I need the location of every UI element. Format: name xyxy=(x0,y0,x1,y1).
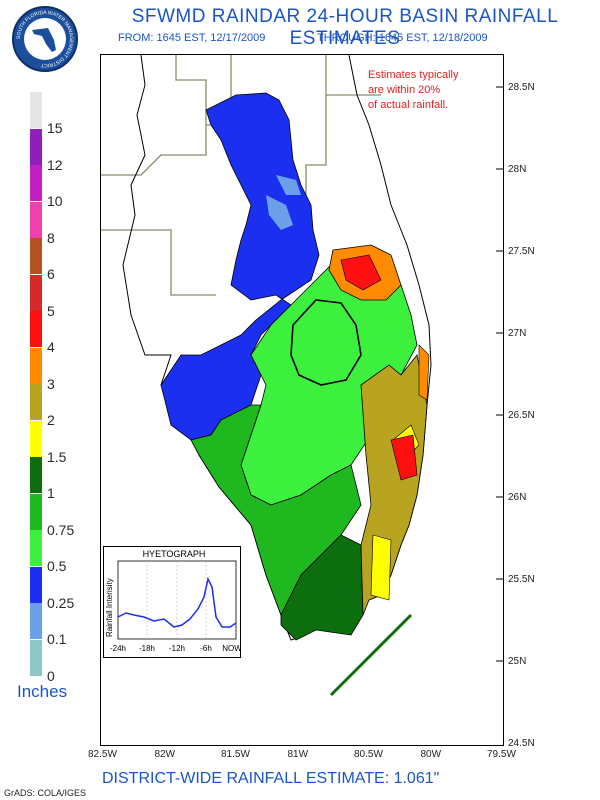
scale-label: 4 xyxy=(47,339,55,355)
scale-label: 0.25 xyxy=(47,594,75,611)
hyetograph-inset: HYETOGRAPH Rainfall Intensity -24h -18h … xyxy=(103,546,242,658)
note-line-3: of actual rainfall. xyxy=(368,99,449,111)
scale-swatch xyxy=(30,92,42,128)
scale-swatch xyxy=(30,165,42,201)
scale-label: 10 xyxy=(47,193,63,209)
latitude-label: 26N xyxy=(508,492,527,503)
latitude-label: 27N xyxy=(508,328,527,339)
scale-label: 0 xyxy=(47,667,55,684)
scale-swatch xyxy=(30,603,42,639)
through-time: THROUGH: 1645 EST, 12/18/2009 xyxy=(317,32,488,44)
district-wide-estimate: DISTRICT-WIDE RAINFALL ESTIMATE: 1.061" xyxy=(102,770,440,787)
from-time: FROM: 1645 EST, 12/17/2009 xyxy=(118,32,266,44)
hyetograph-line xyxy=(117,576,237,628)
scale-label: 15 xyxy=(47,120,63,136)
hyetograph-xtick: -6h xyxy=(200,644,212,653)
scale-swatch xyxy=(30,128,42,165)
scale-swatch xyxy=(30,238,42,274)
logo-ring-text: SOUTH FLORIDA WATER MANAGEMENT DISTRICT xyxy=(16,10,74,68)
scale-label: 3 xyxy=(47,375,55,392)
hyetograph-ylabel: Rainfall Intensity xyxy=(105,578,114,637)
hyetograph-title: HYETOGRAPH xyxy=(143,549,206,559)
scale-swatch xyxy=(30,566,42,603)
scale-swatch xyxy=(30,384,42,420)
longitude-label: 82.5W xyxy=(88,749,117,760)
basin-map-svg xyxy=(101,54,503,697)
latitude-label: 28.5N xyxy=(508,82,535,93)
scale-swatch xyxy=(30,420,42,457)
note-line-2: are within 20% xyxy=(368,84,441,96)
scale-label: 0.5 xyxy=(47,558,67,574)
scale-swatch xyxy=(30,201,42,238)
scale-label: 1 xyxy=(47,485,55,501)
hyetograph-xtick: -24h xyxy=(110,644,126,653)
scale-label: 12 xyxy=(47,156,63,173)
latitude-label: 25N xyxy=(508,656,527,667)
scale-label: 0.1 xyxy=(47,631,67,647)
scale-swatch xyxy=(30,639,42,676)
scale-swatch xyxy=(30,274,42,311)
florida-map-icon xyxy=(24,18,66,60)
longitude-label: 79.5W xyxy=(487,749,516,760)
scale-label: 8 xyxy=(47,229,55,246)
longitude-label: 80.5W xyxy=(354,749,383,760)
note-line-1: Estimates typically xyxy=(368,69,459,81)
latitude-label: 25.5N xyxy=(508,574,535,585)
scale-label: 5 xyxy=(47,302,55,319)
latitude-label: 28N xyxy=(508,164,527,175)
sfwmd-logo: SOUTH FLORIDA WATER MANAGEMENT DISTRICT xyxy=(12,6,78,72)
longitude-label: 81.5W xyxy=(221,749,250,760)
longitude-label: 80W xyxy=(420,749,442,760)
page-title: SFWMD RAINDAR 24-HOUR BASIN RAINFALL EST… xyxy=(131,6,559,49)
longitude-label: 81W xyxy=(287,749,309,760)
longitude-label: 82W xyxy=(154,749,176,760)
scale-label: 2 xyxy=(47,412,55,428)
latitude-label: 26.5N xyxy=(508,410,535,421)
scale-swatch xyxy=(30,530,42,566)
grads-credit: GrADS: COLA/IGES xyxy=(4,788,87,798)
scale-unit-label: Inches xyxy=(17,682,68,701)
latitude-label: 24.5N xyxy=(508,738,535,749)
estimate-accuracy-note: Estimates typically are within 20% of ac… xyxy=(368,68,458,113)
scale-label: 1.5 xyxy=(47,448,67,465)
hyetograph-xtick: -12h xyxy=(169,644,185,653)
scale-label: 6 xyxy=(47,266,55,282)
svg-text:SOUTH FLORIDA WATER MANAGEMENT: SOUTH FLORIDA WATER MANAGEMENT DISTRICT xyxy=(16,10,74,68)
latitude-label: 27.5N xyxy=(508,246,535,257)
hyetograph-xtick: -18h xyxy=(139,644,155,653)
scale-swatch xyxy=(30,311,42,347)
scale-swatch xyxy=(30,493,42,530)
scale-label: 0.75 xyxy=(47,521,75,538)
scale-swatch xyxy=(30,347,42,384)
hyetograph-xtick: NOW xyxy=(222,644,240,653)
scale-swatch xyxy=(30,457,42,493)
